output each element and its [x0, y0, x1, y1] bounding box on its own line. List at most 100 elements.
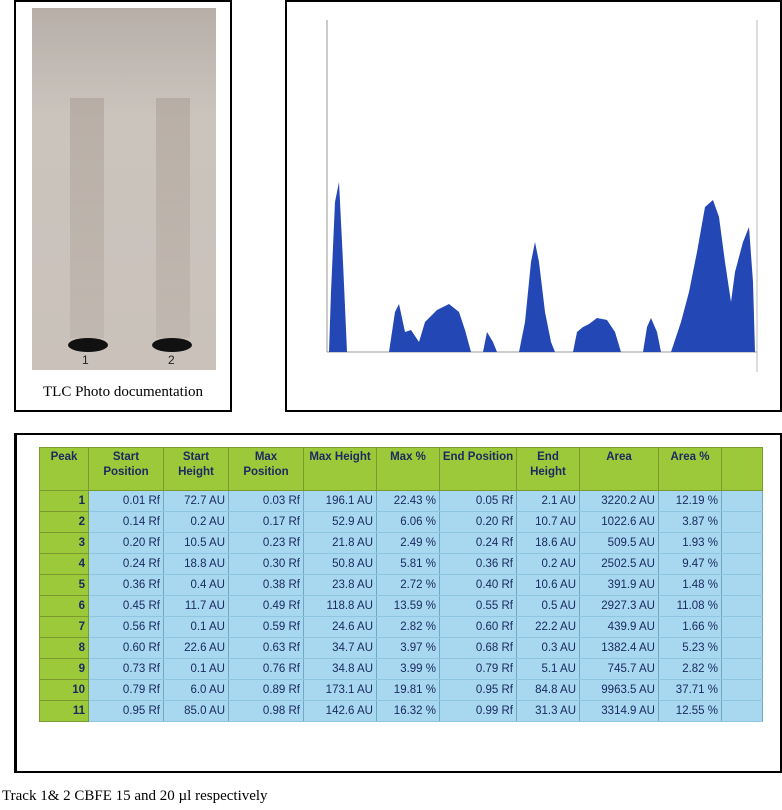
table-cell: 0.36 Rf	[439, 553, 517, 575]
table-cell: 0.89 Rf	[228, 679, 304, 701]
table-cell: 1382.4 AU	[579, 637, 659, 659]
table-cell: 5.23 %	[658, 637, 722, 659]
row-spacer	[721, 532, 763, 554]
table-row: 10 0.79 Rf 6.0 AU 0.89 Rf 173.1 AU 19.81 % 0.9…	[39, 679, 763, 701]
table-cell: 1.48 %	[658, 574, 722, 596]
peak-number: 7	[39, 616, 89, 638]
table-cell: 2.49 %	[376, 532, 440, 554]
table-cell: 3.99 %	[376, 658, 440, 680]
table-body: 1 0.01 Rf 72.7 AU 0.03 Rf 196.1 AU 22.43 % 0.0…	[39, 490, 763, 722]
table-cell: 22.43 %	[376, 490, 440, 512]
table-cell: 84.8 AU	[516, 679, 580, 701]
table-row: 2 0.14 Rf 0.2 AU 0.17 Rf 52.9 AU 6.06 % 0.20 R…	[39, 511, 763, 533]
table-cell: 0.17 Rf	[228, 511, 304, 533]
figure-caption: Track 1& 2 CBFE 15 and 20 µl respectivel…	[2, 788, 268, 804]
table-cell: 0.2 AU	[163, 511, 229, 533]
table-cell: 12.19 %	[658, 490, 722, 512]
table-cell: 9963.5 AU	[579, 679, 659, 701]
table-cell: 2502.5 AU	[579, 553, 659, 575]
peak-number: 3	[39, 532, 89, 554]
column-header: End Height	[516, 447, 580, 491]
table-cell: 0.1 AU	[163, 616, 229, 638]
table-cell: 10.5 AU	[163, 532, 229, 554]
table-row: 5 0.36 Rf 0.4 AU 0.38 Rf 23.8 AU 2.72 % 0.40 R…	[39, 574, 763, 596]
table-cell: 0.36 Rf	[88, 574, 164, 596]
table-cell: 0.1 AU	[163, 658, 229, 680]
table-cell: 0.40 Rf	[439, 574, 517, 596]
table-cell: 196.1 AU	[303, 490, 377, 512]
table-cell: 11.08 %	[658, 595, 722, 617]
peak-number: 2	[39, 511, 89, 533]
table-cell: 0.63 Rf	[228, 637, 304, 659]
table-cell: 24.6 AU	[303, 616, 377, 638]
chromatogram	[326, 20, 758, 372]
table-cell: 0.20 Rf	[439, 511, 517, 533]
table-cell: 23.8 AU	[303, 574, 377, 596]
table-cell: 0.49 Rf	[228, 595, 304, 617]
table-cell: 0.03 Rf	[228, 490, 304, 512]
table-cell: 391.9 AU	[579, 574, 659, 596]
table-cell: 0.60 Rf	[439, 616, 517, 638]
table-cell: 34.7 AU	[303, 637, 377, 659]
table-cell: 10.7 AU	[516, 511, 580, 533]
table-cell: 22.2 AU	[516, 616, 580, 638]
table-cell: 11.7 AU	[163, 595, 229, 617]
table-cell: 0.60 Rf	[88, 637, 164, 659]
column-header: Max Position	[228, 447, 304, 491]
chromatogram-panel	[285, 0, 782, 412]
row-spacer	[721, 658, 763, 680]
table-row: 11 0.95 Rf 85.0 AU 0.98 Rf 142.6 AU 16.32 % 0.…	[39, 700, 763, 722]
table-cell: 6.0 AU	[163, 679, 229, 701]
table-cell: 37.71 %	[658, 679, 722, 701]
header-row: Peak Start Position Start Height Max Positi…	[39, 447, 763, 491]
column-header: Max Height	[303, 447, 377, 491]
table-cell: 21.8 AU	[303, 532, 377, 554]
table-cell: 0.2 AU	[516, 553, 580, 575]
table-cell: 2.82 %	[658, 658, 722, 680]
table-cell: 31.3 AU	[516, 700, 580, 722]
table-cell: 0.59 Rf	[228, 616, 304, 638]
row-spacer	[721, 700, 763, 722]
table-cell: 1022.6 AU	[579, 511, 659, 533]
table-row: 8 0.60 Rf 22.6 AU 0.63 Rf 34.7 AU 3.97 % 0.68 …	[39, 637, 763, 659]
table-panel: Peak Start Position Start Height Max Positi…	[14, 433, 782, 773]
table-cell: 5.1 AU	[516, 658, 580, 680]
table-cell: 85.0 AU	[163, 700, 229, 722]
table-cell: 0.98 Rf	[228, 700, 304, 722]
table-cell: 0.55 Rf	[439, 595, 517, 617]
table-cell: 3314.9 AU	[579, 700, 659, 722]
table-cell: 0.23 Rf	[228, 532, 304, 554]
table-cell: 34.8 AU	[303, 658, 377, 680]
table-cell: 0.79 Rf	[88, 679, 164, 701]
peak-number: 10	[39, 679, 89, 701]
table-cell: 0.20 Rf	[88, 532, 164, 554]
table-row: 7 0.56 Rf 0.1 AU 0.59 Rf 24.6 AU 2.82 % 0.60 R…	[39, 616, 763, 638]
table-cell: 9.47 %	[658, 553, 722, 575]
chromatogram-trace	[329, 182, 755, 352]
table-cell: 745.7 AU	[579, 658, 659, 680]
table-cell: 12.55 %	[658, 700, 722, 722]
table-cell: 3.97 %	[376, 637, 440, 659]
table-row: 3 0.20 Rf 10.5 AU 0.23 Rf 21.8 AU 2.49 % 0.24 …	[39, 532, 763, 554]
table-cell: 0.56 Rf	[88, 616, 164, 638]
table-cell: 0.30 Rf	[228, 553, 304, 575]
table-cell: 0.79 Rf	[439, 658, 517, 680]
table-cell: 0.38 Rf	[228, 574, 304, 596]
table-cell: 173.1 AU	[303, 679, 377, 701]
peak-number: 4	[39, 553, 89, 575]
table-cell: 439.9 AU	[579, 616, 659, 638]
column-header: Start Height	[163, 447, 229, 491]
table-cell: 0.24 Rf	[88, 553, 164, 575]
table-row: 4 0.24 Rf 18.8 AU 0.30 Rf 50.8 AU 5.81 % 0.36 …	[39, 553, 763, 575]
table-cell: 6.06 %	[376, 511, 440, 533]
table-cell: 2.72 %	[376, 574, 440, 596]
table-cell: 13.59 %	[376, 595, 440, 617]
table-cell: 0.3 AU	[516, 637, 580, 659]
table-cell: 509.5 AU	[579, 532, 659, 554]
row-spacer	[721, 490, 763, 512]
tlc-lane	[70, 98, 104, 338]
table-cell: 2.82 %	[376, 616, 440, 638]
peak-number: 9	[39, 658, 89, 680]
table-cell: 142.6 AU	[303, 700, 377, 722]
